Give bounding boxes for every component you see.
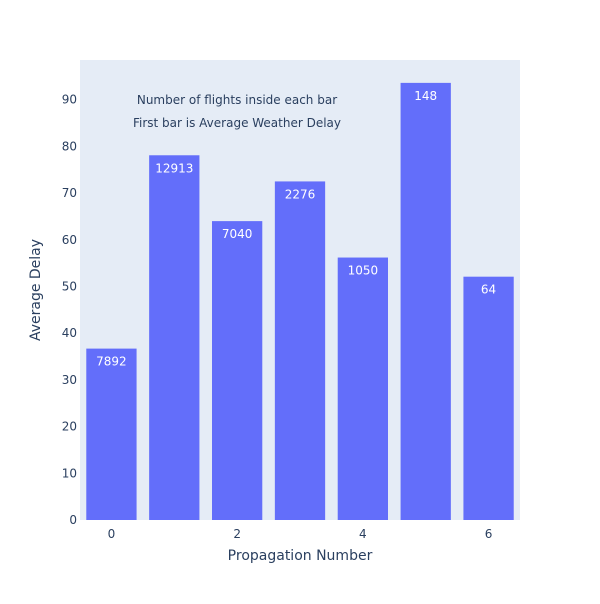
annotation-line-2: First bar is Average Weather Delay (133, 116, 341, 130)
bar-0 (86, 348, 137, 520)
bar-label-4: 1050 (348, 264, 379, 278)
y-tick-70: 70 (62, 186, 77, 200)
x-tick-0: 0 (108, 527, 116, 541)
bar-2 (212, 221, 263, 520)
bar-3 (274, 181, 326, 521)
y-tick-10: 10 (62, 466, 77, 480)
bars-layer (86, 82, 514, 521)
y-axis-ticks: 0 10 20 30 40 50 60 70 80 90 (62, 93, 77, 527)
y-tick-30: 30 (62, 373, 77, 387)
x-axis-ticks: 0 2 4 6 (108, 527, 493, 541)
y-tick-40: 40 (62, 326, 77, 340)
y-tick-50: 50 (62, 280, 77, 294)
bar-label-0: 7892 (96, 355, 127, 369)
x-tick-4: 4 (359, 527, 367, 541)
x-tick-6: 6 (485, 527, 493, 541)
bar-label-2: 7040 (222, 227, 253, 241)
x-tick-2: 2 (233, 527, 241, 541)
x-axis-title: Propagation Number (228, 548, 373, 564)
y-axis-title: Average Delay (28, 239, 44, 341)
y-tick-90: 90 (62, 93, 77, 107)
bar-label-3: 2276 (285, 187, 316, 201)
bar-label-6: 64 (481, 283, 496, 297)
y-tick-60: 60 (62, 233, 77, 247)
bar-5 (400, 82, 451, 520)
bar-label-1: 12913 (155, 161, 193, 175)
bar-labels-layer: 7892 12913 7040 2276 1050 148 64 (96, 89, 496, 369)
bar-1 (149, 155, 200, 520)
y-tick-0: 0 (69, 513, 77, 527)
y-tick-20: 20 (62, 420, 77, 434)
annotation-line-1: Number of flights inside each bar (137, 93, 337, 107)
y-tick-80: 80 (62, 139, 77, 153)
bar-label-5: 148 (414, 89, 437, 103)
bar-4 (337, 257, 388, 520)
bar-6 (463, 276, 514, 520)
